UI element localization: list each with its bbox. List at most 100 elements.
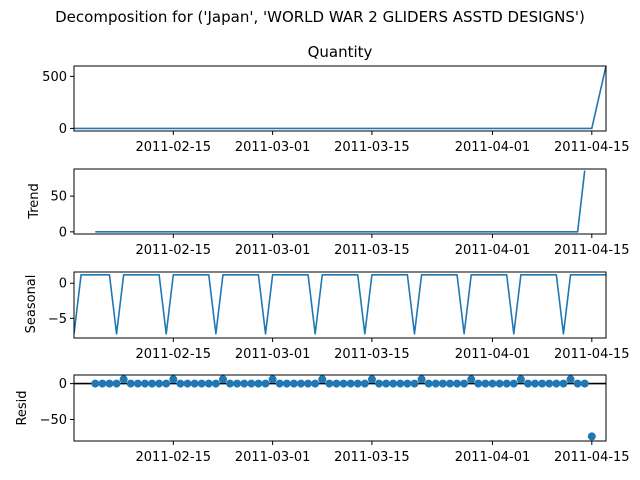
resid-xtick-label: 2011-04-15	[554, 450, 630, 465]
resid-point	[183, 379, 192, 388]
observed-xtick-label: 2011-03-01	[235, 140, 311, 155]
resid-point	[133, 379, 142, 388]
seasonal-xtick-label: 2011-03-15	[334, 347, 410, 362]
resid-point	[552, 379, 561, 388]
trend-xtick-label: 2011-02-15	[136, 243, 212, 258]
observed-xtick-label: 2011-03-15	[334, 140, 410, 155]
resid-point	[112, 379, 121, 388]
resid-point	[218, 375, 227, 384]
seasonal-panel: Seasonal 0 −5 2011-02-15 2011-03-01 2011-03-…	[24, 271, 630, 362]
resid-point	[509, 379, 518, 388]
resid-xtick-label: 2011-03-15	[334, 450, 410, 465]
resid-point	[304, 379, 313, 388]
seasonal-xtick-label: 2011-03-01	[235, 347, 311, 362]
resid-frame	[73, 374, 607, 442]
seasonal-ylabel: Seasonal	[24, 275, 39, 334]
resid-ylabel: Resid	[15, 390, 30, 425]
seasonal-plot-area	[74, 274, 606, 335]
resid-point	[538, 379, 547, 388]
seasonal-frame	[73, 271, 607, 339]
observed-frame	[73, 65, 607, 132]
resid-plot-area	[74, 375, 606, 388]
resid-point	[531, 379, 540, 388]
resid-point	[559, 379, 568, 388]
observed-series-line	[74, 66, 606, 130]
observed-plot-area	[74, 66, 606, 130]
resid-point	[91, 379, 100, 388]
resid-point	[573, 379, 582, 388]
resid-ytick-label: −50	[40, 413, 67, 428]
trend-xtick-label: 2011-04-15	[554, 243, 630, 258]
resid-xtick-label: 2011-03-01	[235, 450, 311, 465]
resid-point	[148, 379, 157, 388]
resid-point	[580, 379, 589, 388]
resid-ytick-label: 0	[59, 377, 67, 392]
resid-point	[126, 379, 135, 388]
resid-point	[445, 379, 454, 388]
seasonal-ytick-label: −5	[48, 312, 67, 327]
trend-xtick-label: 2011-03-15	[334, 243, 410, 258]
resid-point	[353, 379, 362, 388]
resid-xtick-label: 2011-02-15	[136, 450, 212, 465]
resid-point	[488, 379, 497, 388]
observed-xtick-label: 2011-04-15	[554, 140, 630, 155]
resid-point	[169, 375, 178, 384]
resid-point	[410, 379, 419, 388]
trend-plot-area	[95, 170, 586, 233]
resid-point	[254, 379, 263, 388]
resid-point	[523, 379, 532, 388]
trend-ytick-label: 0	[59, 225, 67, 240]
resid-point	[240, 379, 249, 388]
seasonal-xtick-label: 2011-04-15	[554, 347, 630, 362]
resid-point	[481, 379, 490, 388]
resid-point	[375, 379, 384, 388]
resid-point	[275, 379, 284, 388]
seasonal-ytick-label: 0	[59, 277, 67, 292]
resid-point	[261, 379, 270, 388]
resid-point	[382, 379, 391, 388]
resid-point	[318, 375, 327, 384]
resid-point	[417, 375, 426, 384]
resid-outlier-point	[587, 432, 596, 441]
resid-point	[502, 379, 511, 388]
resid-point	[311, 379, 320, 388]
resid-point	[247, 379, 256, 388]
resid-point	[105, 379, 114, 388]
observed-ytick-label: 500	[42, 70, 67, 85]
resid-point	[424, 379, 433, 388]
resid-point	[431, 379, 440, 388]
resid-point	[289, 379, 298, 388]
trend-ytick-label: 50	[50, 190, 67, 205]
seasonal-series-line	[74, 274, 606, 335]
resid-point	[438, 379, 447, 388]
figure-suptitle: Decomposition for ('Japan', 'WORLD WAR 2…	[55, 8, 585, 26]
resid-point	[516, 375, 525, 384]
resid-point	[474, 379, 483, 388]
resid-point	[346, 379, 355, 388]
resid-point	[453, 379, 462, 388]
resid-point	[389, 379, 398, 388]
trend-series-line	[95, 170, 586, 233]
resid-point	[155, 379, 164, 388]
resid-point	[396, 379, 405, 388]
seasonal-xtick-label: 2011-04-01	[455, 347, 531, 362]
observed-xtick-label: 2011-02-15	[136, 140, 212, 155]
seasonal-xtick-label: 2011-02-15	[136, 347, 212, 362]
resid-point	[367, 375, 376, 384]
resid-point	[460, 379, 469, 388]
observed-xtick-label: 2011-04-01	[455, 140, 531, 155]
resid-xtick-label: 2011-04-01	[455, 450, 531, 465]
resid-point	[325, 379, 334, 388]
resid-point	[545, 379, 554, 388]
resid-point	[162, 379, 171, 388]
trend-frame	[73, 168, 607, 235]
resid-point	[98, 379, 107, 388]
resid-point	[467, 375, 476, 384]
resid-point	[226, 379, 235, 388]
resid-point	[296, 379, 305, 388]
resid-point	[211, 379, 220, 388]
resid-point	[282, 379, 291, 388]
observed-panel: Quantity 0 500 2011-02-15 2011-03-01 2011-03…	[42, 43, 629, 155]
